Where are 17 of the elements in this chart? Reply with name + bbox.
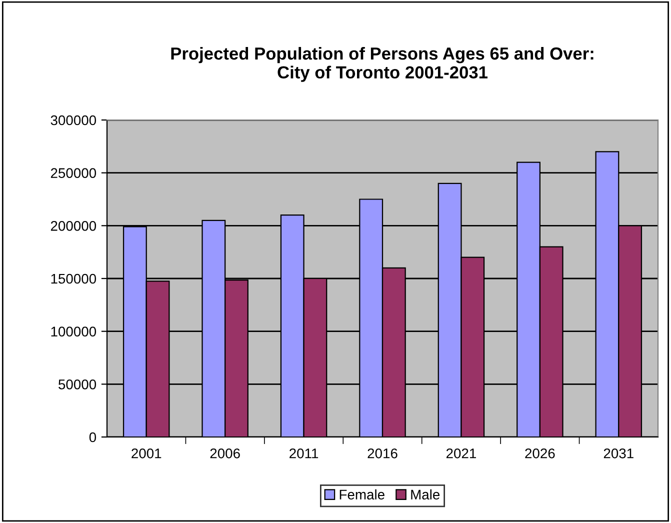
x-tick-label: 2031 (604, 448, 634, 458)
x-tick-label: 2026 (525, 448, 555, 458)
legend-label: Female (340, 489, 384, 500)
y-tick-label: 300000 (50, 115, 96, 126)
x-tick-label: 2011 (290, 448, 318, 458)
y-tick-label: 100000 (51, 326, 96, 337)
y-tick-label: 250000 (50, 168, 96, 178)
y-tick-label: 50000 (58, 380, 96, 390)
y-tick-label: 0 (89, 432, 96, 442)
legend-label: Male (411, 489, 440, 500)
x-tick-label: 2001 (132, 448, 162, 458)
x-tick-label: 2016 (368, 448, 398, 458)
x-tick-label: 2006 (210, 448, 240, 458)
chart-title: Projected Population of Persons Ages 65 and Over: City of Toronto 2001-2031 (171, 46, 594, 82)
x-tick-label: 2021 (446, 448, 476, 458)
y-tick-label: 150000 (51, 274, 96, 284)
y-tick-label: 200000 (50, 221, 96, 231)
